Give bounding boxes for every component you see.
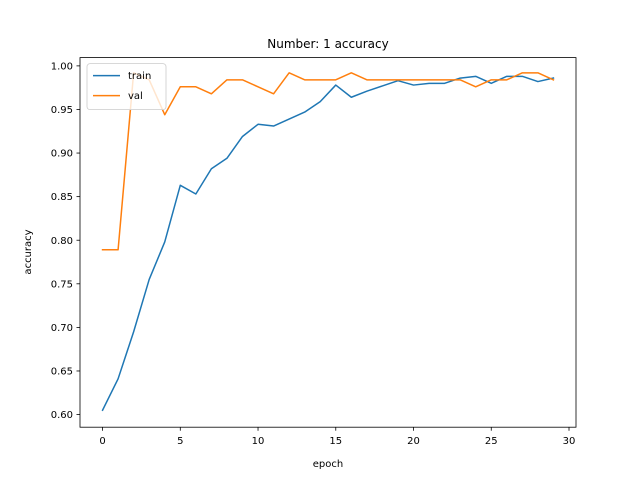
y-axis-ticks: 0.60 0.65 0.70 0.75 0.80 0.85 0.90 0.95 1.00: [51, 61, 80, 421]
plot-area: [79, 57, 577, 428]
y-tick-label: 0.90: [51, 149, 73, 160]
legend: train val: [86, 63, 167, 110]
x-axis-label: epoch: [313, 459, 343, 470]
legend-box: [86, 63, 167, 110]
y-axis-label: accuracy: [23, 229, 34, 274]
legend-label-val: val: [128, 91, 143, 102]
y-tick-label: 0.65: [51, 367, 73, 378]
x-tick-label: 30: [563, 436, 576, 447]
x-tick-label: 0: [99, 436, 105, 447]
y-tick-label: 1.00: [51, 61, 73, 72]
y-tick-label: 0.70: [51, 323, 73, 334]
y-tick-label: 0.95: [51, 105, 73, 116]
series-line-val: [101, 72, 555, 251]
chart-title: Number: 1 accuracy: [267, 37, 388, 51]
x-tick-label: 15: [329, 436, 342, 447]
x-tick-label: 20: [407, 436, 420, 447]
x-axis-ticks: 0 5 10 15 20 25 30: [99, 427, 575, 447]
y-tick-label: 0.80: [51, 236, 73, 247]
x-tick-label: 25: [485, 436, 498, 447]
y-tick-label: 0.85: [51, 192, 73, 203]
axes-frame: [79, 57, 577, 428]
x-tick-label: 5: [177, 436, 183, 447]
y-tick-label: 0.75: [51, 279, 73, 290]
series-line-train: [101, 75, 555, 412]
y-tick-label: 0.60: [51, 410, 73, 421]
x-tick-label: 10: [252, 436, 265, 447]
legend-label-train: train: [128, 71, 151, 82]
